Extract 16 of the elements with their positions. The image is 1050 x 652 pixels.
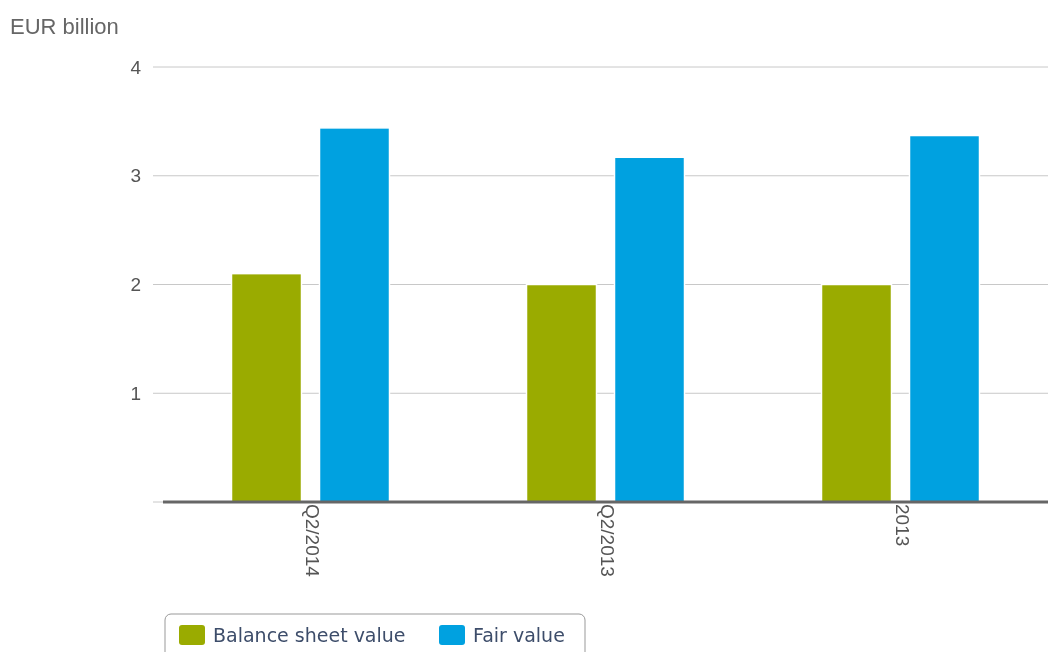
bar (908, 134, 981, 503)
bar (820, 283, 893, 503)
legend-label: Balance sheet value (213, 624, 406, 646)
bar (230, 272, 303, 503)
bar (525, 283, 598, 503)
y-tick-label: 3 (130, 165, 141, 187)
x-tick-label: Q2/2013 (596, 504, 618, 577)
y-tick-label: 2 (130, 274, 141, 296)
x-tick-label: 2013 (891, 504, 913, 547)
y-axis-title: EUR billion (10, 14, 119, 39)
x-tick-label: Q2/2014 (301, 504, 323, 578)
y-tick-label: 4 (130, 56, 142, 78)
legend-label: Fair value (473, 624, 565, 646)
bar (318, 127, 391, 503)
bar (613, 156, 686, 503)
y-tick-label: 1 (130, 382, 141, 404)
